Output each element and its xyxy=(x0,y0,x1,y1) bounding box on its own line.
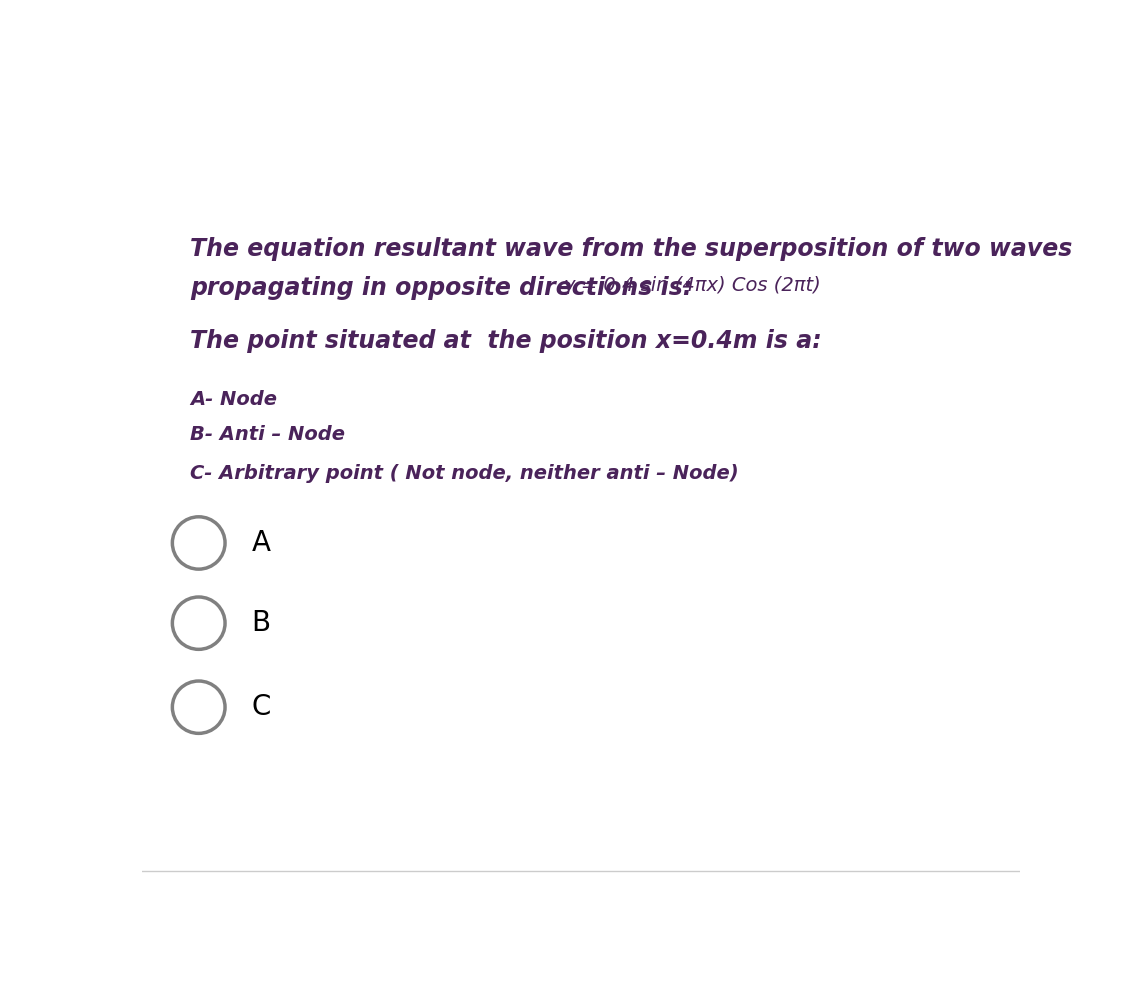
Text: A: A xyxy=(252,529,271,557)
Text: The point situated at  the position x=0.4m is a:: The point situated at the position x=0.4… xyxy=(190,329,821,353)
Text: B- Anti – Node: B- Anti – Node xyxy=(190,425,344,443)
Text: C- Arbitrary point ( Not node, neither anti – Node): C- Arbitrary point ( Not node, neither a… xyxy=(190,464,739,483)
Text: C: C xyxy=(252,693,271,721)
Text: y = 0.4 sin (4πx) Cos (2πt): y = 0.4 sin (4πx) Cos (2πt) xyxy=(563,276,820,295)
Text: propagating in opposite directions is:: propagating in opposite directions is: xyxy=(190,276,692,300)
Text: B: B xyxy=(252,609,271,637)
Text: The equation resultant wave from the superposition of two waves: The equation resultant wave from the sup… xyxy=(190,237,1072,262)
Text: A- Node: A- Node xyxy=(190,390,276,410)
